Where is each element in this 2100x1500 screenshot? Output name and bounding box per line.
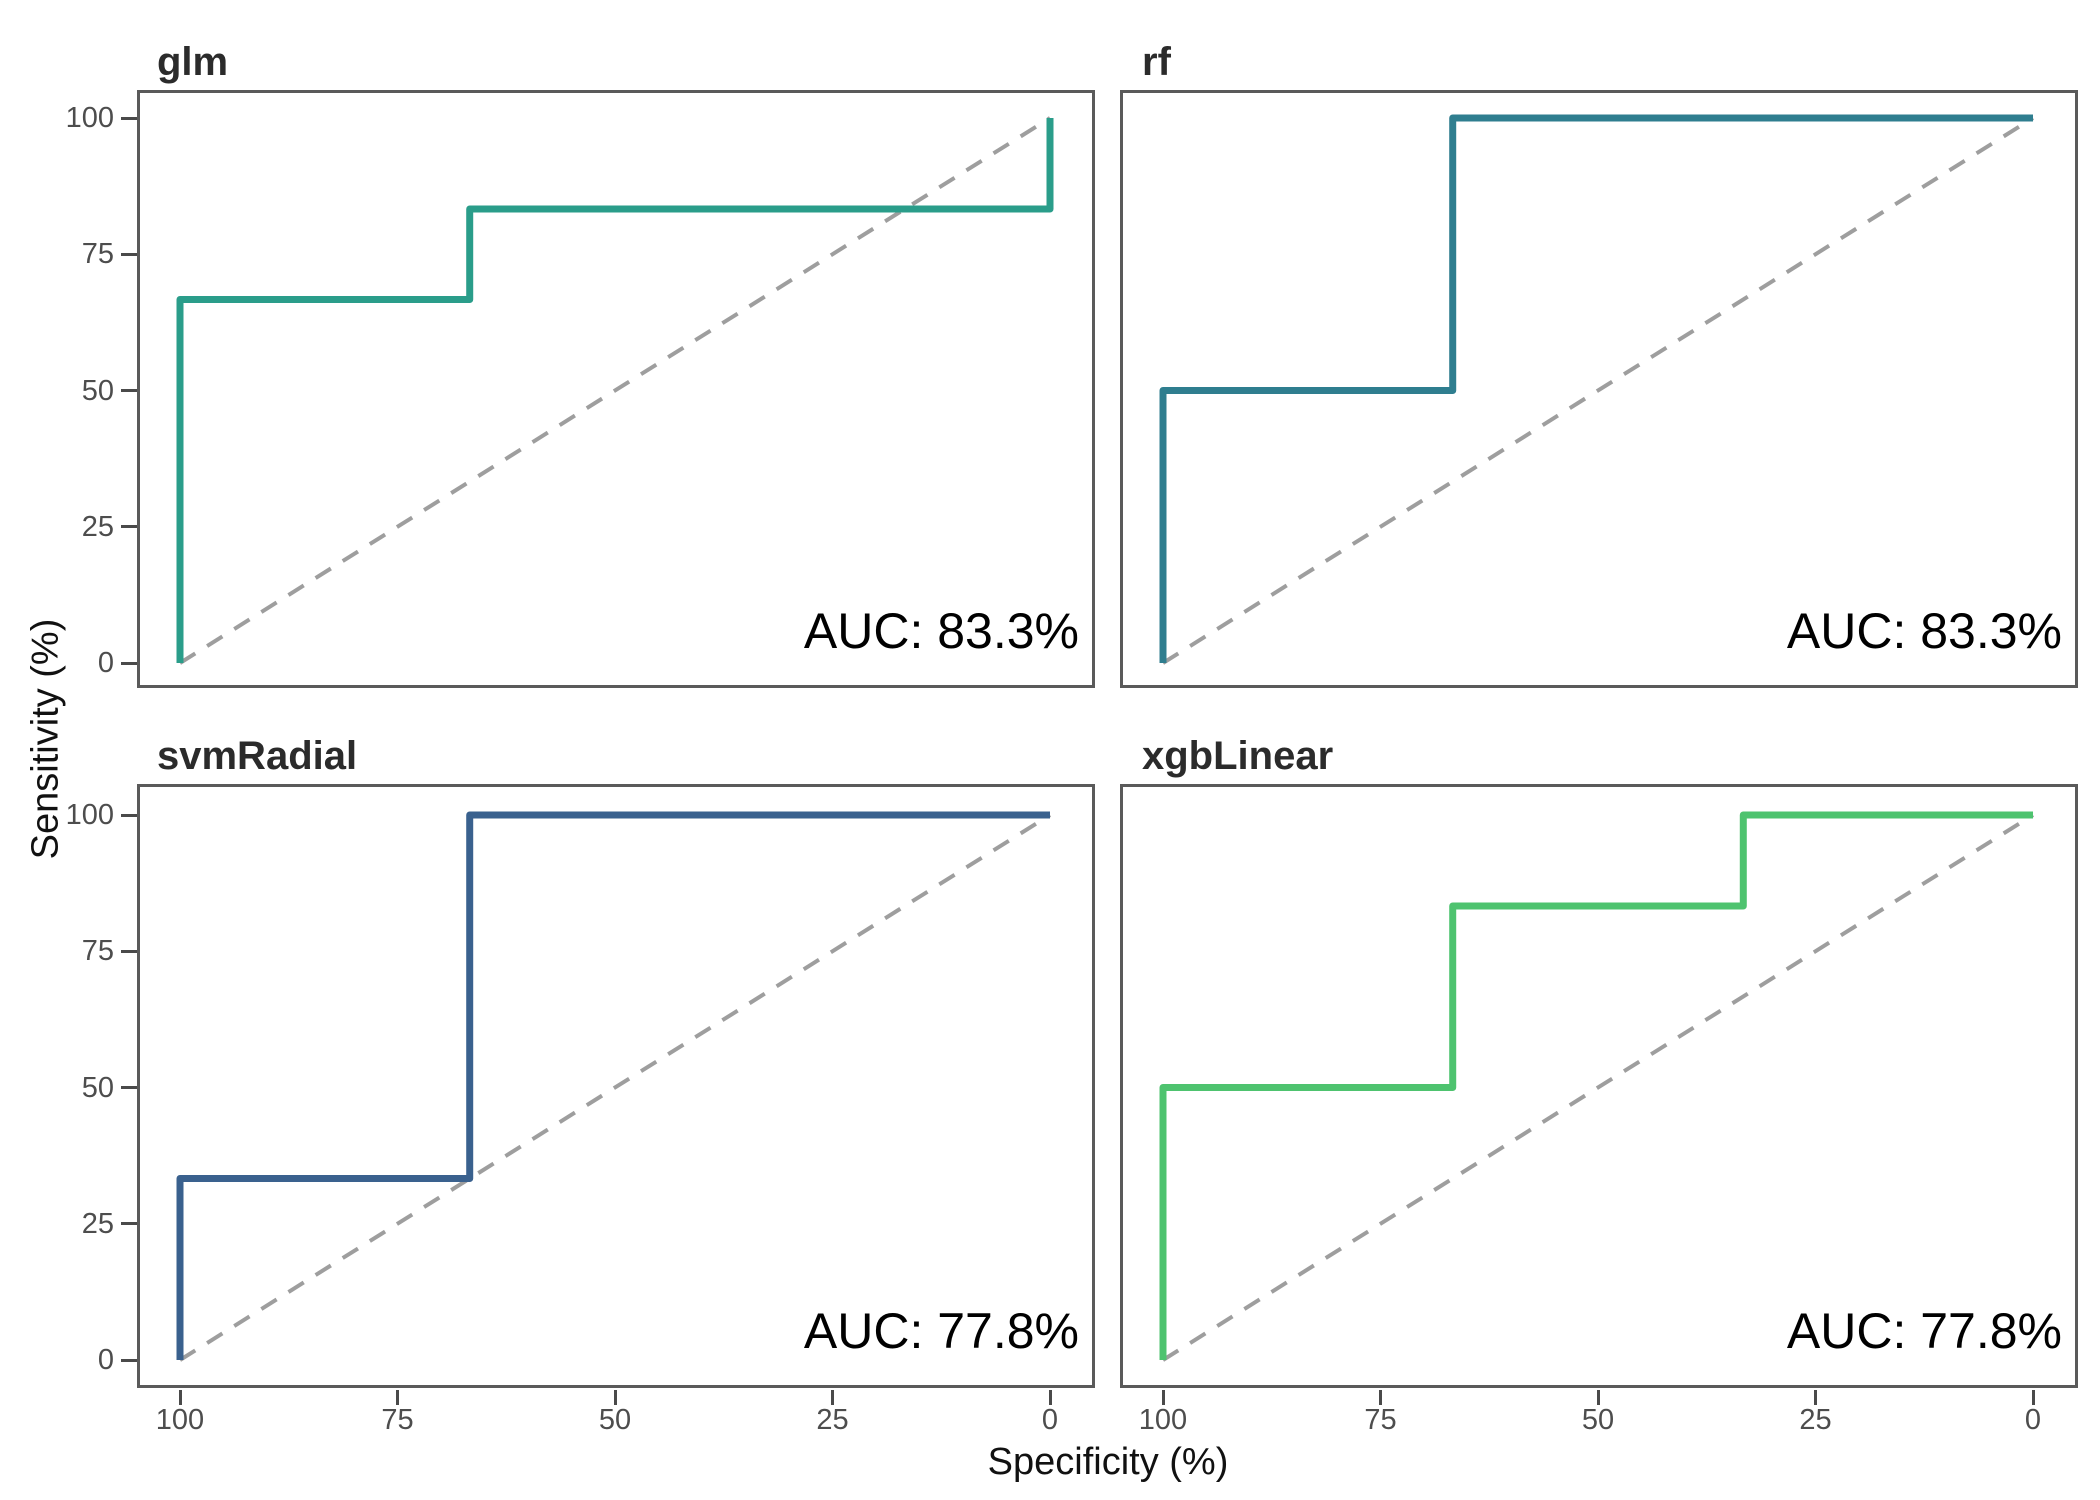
- y-tick-label: 0: [97, 1344, 114, 1376]
- facet-title-rf: rf: [1142, 40, 1171, 84]
- roc-curve-glm: [176, 118, 1054, 663]
- x-tick-mark: [178, 1390, 182, 1405]
- y-tick-label: 0: [97, 647, 114, 679]
- roc-curve-svmRadial: [176, 811, 1050, 1360]
- x-tick-mark: [1161, 1390, 1165, 1405]
- y-tick-mark: [121, 252, 137, 256]
- y-tick-mark: [121, 813, 137, 817]
- x-tick-mark: [1048, 1390, 1052, 1405]
- x-tick-label: 25: [816, 1404, 849, 1436]
- auc-label-xgblinear: AUC: 77.8%: [1786, 1303, 2062, 1359]
- facet-title-glm: glm: [157, 40, 229, 84]
- y-tick-mark: [121, 525, 137, 529]
- auc-label-glm: AUC: 83.3%: [803, 603, 1079, 659]
- y-tick-label: 25: [81, 510, 114, 543]
- x-tick-label: 100: [1138, 1404, 1188, 1436]
- roc-plot-glm: [176, 116, 1054, 665]
- y-tick-mark: [121, 949, 137, 953]
- x-tick-label: 75: [1364, 1404, 1397, 1436]
- reference-diagonal: [178, 116, 1052, 665]
- roc-curve-rf: [1159, 114, 2033, 663]
- x-axis-title: Specificity (%): [987, 1441, 1229, 1483]
- facet-title-svmradial: svmRadial: [157, 734, 358, 778]
- y-tick-label: 100: [65, 799, 114, 831]
- x-tick-mark: [613, 1390, 617, 1405]
- x-tick-mark: [831, 1390, 834, 1405]
- roc-plot-svmradial: [176, 811, 1052, 1362]
- y-tick-mark: [121, 389, 137, 392]
- x-tick-mark: [396, 1390, 399, 1405]
- auc-label-rf: AUC: 83.3%: [1786, 603, 2062, 659]
- x-tick-mark: [1379, 1390, 1382, 1405]
- y-tick-mark: [121, 1222, 137, 1226]
- reference-diagonal: [178, 813, 1052, 1362]
- y-tick-label: 75: [81, 935, 114, 968]
- y-axis-title: Sensitivity (%): [24, 618, 67, 860]
- x-tick-label: 50: [598, 1404, 632, 1436]
- reference-diagonal: [1161, 813, 2035, 1362]
- x-tick-label: 75: [381, 1404, 414, 1436]
- y-tick-mark: [121, 1358, 137, 1362]
- x-tick-label: 0: [2024, 1404, 2042, 1436]
- x-tick-label: 100: [155, 1404, 205, 1436]
- x-tick-label: 0: [1041, 1404, 1059, 1436]
- roc-plot-rf: [1159, 114, 2035, 665]
- x-tick-mark: [1814, 1390, 1817, 1405]
- reference-diagonal: [1161, 116, 2035, 665]
- x-tick-mark: [2031, 1390, 2035, 1405]
- y-tick-label: 50: [81, 374, 114, 407]
- auc-label-svmradial: AUC: 77.8%: [803, 1303, 1079, 1359]
- panel-glm: AUC: 83.3%: [137, 90, 1095, 688]
- y-tick-label: 100: [65, 102, 114, 134]
- y-tick-mark: [121, 1086, 137, 1089]
- roc-curve-xgbLinear: [1159, 811, 2033, 1360]
- x-tick-label: 50: [1581, 1404, 1615, 1436]
- x-tick-label: 25: [1799, 1404, 1832, 1436]
- panel-svmradial: AUC: 77.8%: [137, 784, 1095, 1388]
- y-tick-label: 25: [81, 1207, 114, 1240]
- panel-rf: AUC: 83.3%: [1120, 90, 2078, 688]
- facet-title-xgblinear: xgbLinear: [1142, 734, 1334, 778]
- x-tick-mark: [1596, 1390, 1600, 1405]
- y-tick-label: 50: [81, 1071, 114, 1104]
- y-tick-mark: [121, 116, 137, 120]
- panel-xgblinear: AUC: 77.8%: [1120, 784, 2078, 1388]
- y-tick-label: 75: [81, 238, 114, 271]
- roc-plot-xgblinear: [1159, 811, 2035, 1362]
- y-tick-mark: [121, 661, 137, 665]
